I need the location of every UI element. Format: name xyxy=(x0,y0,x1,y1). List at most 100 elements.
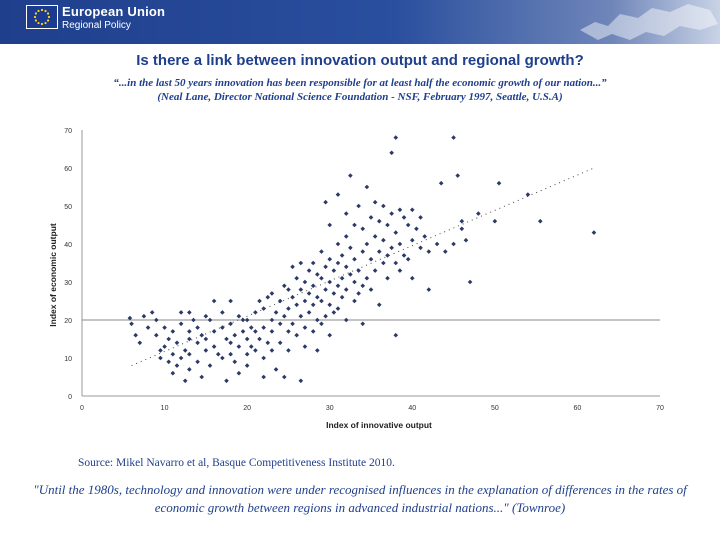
data-point xyxy=(389,211,394,216)
y-tick-label: 20 xyxy=(64,318,72,325)
data-point xyxy=(137,340,143,346)
data-point xyxy=(348,173,353,178)
data-point xyxy=(294,275,299,281)
data-point xyxy=(476,211,481,216)
x-tick-label: 20 xyxy=(243,405,251,412)
data-point xyxy=(335,283,341,289)
data-point xyxy=(174,363,180,368)
data-point xyxy=(207,363,213,368)
data-point xyxy=(282,283,287,289)
data-point xyxy=(244,351,250,357)
data-point xyxy=(261,374,266,380)
data-point xyxy=(422,234,427,239)
data-point xyxy=(343,264,349,270)
data-point xyxy=(372,199,378,205)
data-point xyxy=(273,310,279,315)
data-point xyxy=(191,317,196,323)
data-point xyxy=(376,302,382,308)
data-point xyxy=(306,291,312,296)
data-point xyxy=(339,253,345,258)
data-point xyxy=(145,325,151,330)
data-point xyxy=(269,348,275,353)
data-point xyxy=(360,321,366,327)
x-tick-label: 50 xyxy=(491,405,499,412)
data-point xyxy=(232,359,238,365)
data-point xyxy=(195,359,200,365)
data-point xyxy=(343,317,349,323)
data-point xyxy=(199,374,205,380)
data-point xyxy=(220,310,225,315)
data-point xyxy=(269,317,275,323)
data-point xyxy=(178,355,184,361)
eu-star xyxy=(34,12,38,15)
data-point xyxy=(397,207,403,213)
data-point xyxy=(356,291,361,296)
eu-star xyxy=(37,9,40,13)
data-point xyxy=(306,310,312,315)
data-point xyxy=(306,268,312,273)
data-point xyxy=(141,313,147,319)
data-point xyxy=(414,226,419,232)
data-point xyxy=(195,325,200,330)
lane-quote-attribution: (Neal Lane, Director National Science Fo… xyxy=(157,91,563,103)
data-point xyxy=(257,336,262,342)
data-point xyxy=(236,344,242,349)
data-point xyxy=(294,302,299,308)
data-point xyxy=(409,275,415,281)
data-point xyxy=(277,340,283,346)
data-point xyxy=(244,363,250,368)
data-point xyxy=(393,260,399,266)
eu-star xyxy=(37,21,40,25)
data-point xyxy=(253,310,258,315)
data-point xyxy=(467,279,473,285)
eu-star xyxy=(40,8,44,12)
data-point xyxy=(327,279,333,285)
header-bar: European Union Regional Policy xyxy=(0,0,720,44)
data-point xyxy=(277,321,283,327)
data-point xyxy=(323,264,328,270)
data-point xyxy=(385,253,390,258)
data-point xyxy=(261,306,266,311)
data-point xyxy=(240,317,246,323)
data-point xyxy=(360,226,366,232)
data-point xyxy=(220,325,225,330)
data-point xyxy=(187,336,192,342)
x-tick-label: 0 xyxy=(80,405,84,412)
lane-quote: “...in the last 50 years innovation has … xyxy=(20,76,700,104)
data-point xyxy=(348,272,353,277)
lane-quote-text: “...in the last 50 years innovation has … xyxy=(113,77,607,89)
data-point xyxy=(389,150,394,156)
data-point xyxy=(133,332,138,338)
data-point xyxy=(352,279,357,285)
data-point xyxy=(220,355,225,361)
data-point xyxy=(187,329,192,334)
data-point xyxy=(496,180,502,186)
data-point xyxy=(187,367,192,372)
data-point xyxy=(335,192,341,197)
data-point xyxy=(335,306,341,311)
data-point xyxy=(364,241,370,247)
data-point xyxy=(302,298,308,304)
data-point xyxy=(261,355,266,361)
data-point xyxy=(319,321,324,327)
data-point xyxy=(257,298,262,304)
eu-star xyxy=(47,15,51,19)
data-point xyxy=(323,199,328,205)
eu-star xyxy=(33,15,37,19)
data-point xyxy=(319,275,324,281)
x-axis-label: Index of innovative output xyxy=(326,420,432,430)
data-point xyxy=(154,332,159,338)
data-point xyxy=(455,173,460,178)
data-point xyxy=(492,218,498,224)
data-point xyxy=(170,370,176,376)
x-tick-label: 30 xyxy=(326,405,334,412)
data-point xyxy=(269,329,275,334)
data-point xyxy=(236,370,242,376)
data-point xyxy=(298,378,304,384)
data-point xyxy=(339,275,345,281)
data-point xyxy=(302,279,308,285)
data-point xyxy=(443,249,448,254)
data-point xyxy=(348,245,353,251)
data-point xyxy=(418,215,423,220)
x-tick-label: 40 xyxy=(408,405,416,412)
